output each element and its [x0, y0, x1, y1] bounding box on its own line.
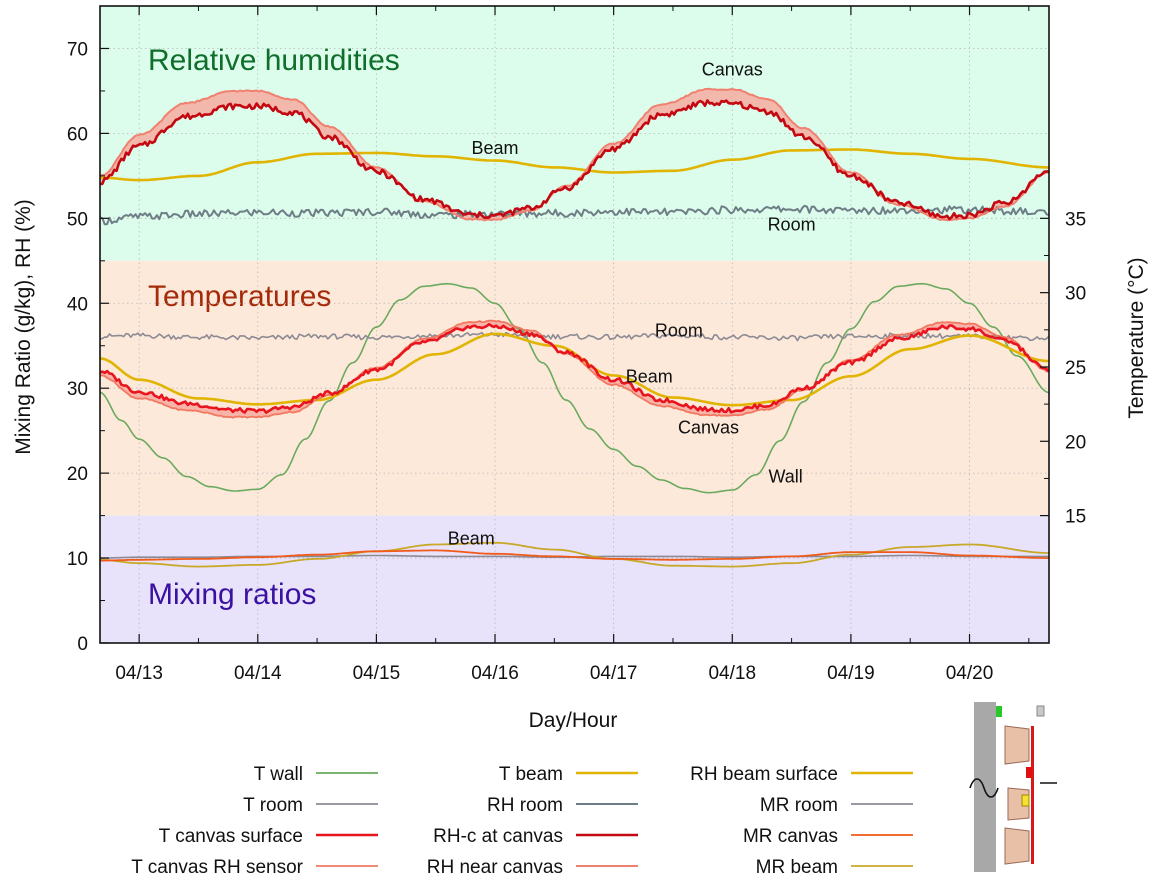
annotation-beam-1: Beam [472, 138, 519, 158]
y-axis-label-left: Mixing Ratio (g/kg), RH (%) [12, 199, 35, 455]
band-title-mixing-ratios: Mixing ratios [148, 578, 316, 611]
legend-label-rh-beam-surface: RH beam surface [690, 764, 838, 785]
legend-label-mr-beam: MR beam [756, 857, 838, 878]
series-line-rh-c-at-canvas [99, 99, 1050, 221]
legend-label-t-room: T room [243, 795, 303, 816]
y-tick-label-0: 0 [77, 634, 88, 655]
y-right-tick-label-20: 20 [1065, 432, 1086, 453]
sensor-yellow [1021, 794, 1030, 807]
series-line-rh-room [99, 204, 1050, 226]
annotation-canvas-0: Canvas [702, 60, 763, 80]
legend-label-mr-room: MR room [760, 795, 838, 816]
legend-label-t-canvas-surface: T canvas surface [159, 826, 303, 847]
stretcher-bar-icon [1004, 827, 1030, 865]
legend-label-rh-room: RH room [487, 795, 563, 816]
y-right-tick-label-30: 30 [1065, 284, 1086, 305]
sensor-red [1026, 767, 1032, 778]
x-tick-label-04/16: 04/16 [471, 663, 519, 684]
y-right-tick-label-25: 25 [1065, 358, 1086, 379]
x-tick-label-04/18: 04/18 [708, 663, 756, 684]
y-tick-label-30: 30 [67, 379, 88, 400]
stretcher-bar-icon [1004, 725, 1030, 765]
series-layer [99, 87, 1050, 568]
plot-frame [99, 5, 1050, 644]
x-tick-label-04/20: 04/20 [946, 663, 994, 684]
legend: T wall T room T canvas surface T canvas RH … [131, 764, 913, 878]
annotation-canvas-5: Canvas [678, 417, 739, 437]
legend-label-rh-c-at-canvas: RH-c at canvas [433, 826, 563, 847]
annotation-room-3: Room [655, 320, 703, 340]
legend-label-t-wall: T wall [254, 764, 303, 785]
annotation-room-2: Room [768, 214, 816, 234]
annotation-wall-6: Wall [768, 467, 802, 487]
legend-label-t-beam: T beam [499, 764, 563, 785]
series-line-rh-beam-surface [100, 148, 1049, 182]
y-tick-label-40: 40 [67, 294, 88, 315]
series-line-t-canvas-surface [99, 322, 1050, 414]
annotation-beam-4: Beam [626, 366, 673, 386]
x-tick-label-04/13: 04/13 [115, 663, 163, 684]
x-tick-label-04/19: 04/19 [827, 663, 875, 684]
series-line-t-wall [99, 282, 1050, 494]
series-line-t-beam [99, 332, 1049, 407]
series-line-mr-canvas [100, 549, 1049, 562]
band-title-temperatures: Temperatures [148, 280, 331, 313]
inset-diagram [969, 702, 1057, 872]
y-axis-label-right: Temperature (°C) [1125, 257, 1148, 418]
sensor-green [996, 706, 1002, 717]
sine-wave-icon [969, 778, 999, 798]
y-tick-label-10: 10 [67, 549, 88, 570]
y-tick-label-50: 50 [67, 209, 88, 230]
legend-label-rh-near-canvas: RH near canvas [427, 857, 563, 878]
frame-layer [99, 5, 1050, 644]
y-tick-label-60: 60 [67, 124, 88, 145]
band-title-relative-humidities: Relative humidities [148, 44, 400, 77]
canvas-icon [1031, 726, 1034, 864]
wall-icon [974, 702, 996, 872]
series-line-mr-beam [100, 541, 1049, 568]
annotation-beam-7: Beam [448, 529, 495, 549]
x-axis-label: Day/Hour [529, 709, 618, 732]
y-tick-label-20: 20 [67, 464, 88, 485]
sensor-grey [1036, 705, 1045, 717]
series-line-t-room [99, 331, 1050, 342]
annotation-layer: Canvas Beam Room Room Beam Canvas Wall Beam [448, 60, 816, 549]
y-right-tick-label-35: 35 [1065, 209, 1086, 230]
y-tick-label-70: 70 [67, 39, 88, 60]
y-right-tick-label-15: 15 [1065, 507, 1086, 528]
legend-label-mr-canvas: MR canvas [743, 826, 838, 847]
legend-label-t-canvas-rh-sensor: T canvas RH sensor [131, 857, 303, 878]
x-tick-label-04/17: 04/17 [590, 663, 638, 684]
ticks-layer: 04/13 04/14 04/15 04/16 04/17 04/18 04/19 04/20… [67, 6, 1086, 684]
x-tick-label-04/15: 04/15 [353, 663, 401, 684]
band-mixing-ratios [100, 515, 1049, 643]
x-tick-label-04/14: 04/14 [234, 663, 282, 684]
